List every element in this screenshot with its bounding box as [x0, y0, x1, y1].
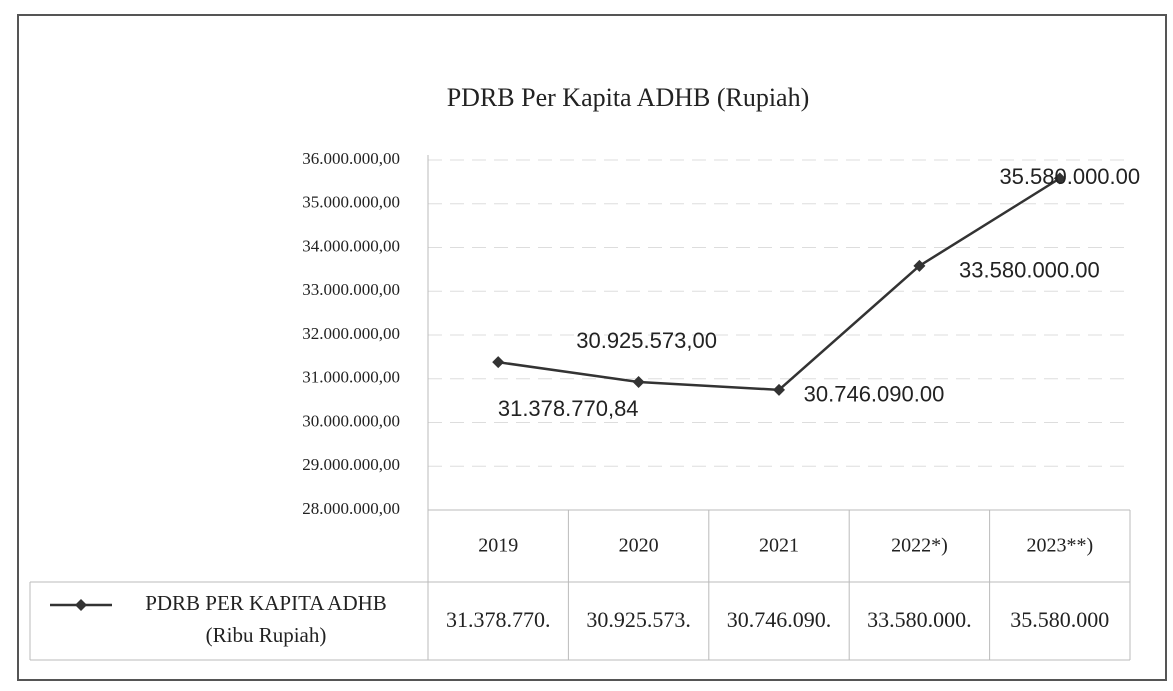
data-label: 30.746.090.00 — [804, 382, 945, 407]
x-tick-label: 2021 — [759, 535, 799, 557]
chart-title: PDRB Per Kapita ADHB (Rupiah) — [447, 83, 810, 112]
data-label: 30.925.573,00 — [576, 328, 717, 353]
data-label: 33.580.000.00 — [959, 258, 1100, 283]
legend-marker — [75, 599, 87, 611]
x-tick-label: 2019 — [478, 535, 518, 557]
y-tick-label: 34.000.000,00 — [302, 236, 400, 255]
y-tick-label: 29.000.000,00 — [302, 455, 400, 474]
y-tick-label: 30.000.000,00 — [302, 411, 400, 430]
point — [913, 259, 926, 272]
y-tick-label: 33.000.000,00 — [302, 280, 400, 299]
point — [632, 376, 645, 389]
legend-entry: PDRB PER KAPITA ADHB (Ribu Rupiah) — [145, 591, 387, 647]
table-value: 35.580.000 — [1010, 607, 1109, 632]
point — [773, 383, 785, 396]
point — [492, 356, 505, 369]
table-value: 30.746.090. — [727, 607, 832, 632]
table-value: 31.378.770. — [446, 607, 551, 632]
frame — [17, 14, 1167, 681]
y-tick-label: 32.000.000,00 — [302, 324, 400, 343]
y-tick-label: 36.000.000,00 — [302, 149, 400, 168]
x-tick-label: 2023**) — [1026, 535, 1093, 557]
y-tick-label: 31.000.000,00 — [302, 368, 400, 387]
x-tick-label: 2020 — [619, 535, 659, 557]
data-label: 31.378.770,84 — [498, 396, 639, 421]
x-tick-label: 2022*) — [891, 535, 948, 557]
table-value: 30.925.573. — [586, 607, 691, 632]
y-tick-label: 28.000.000,00 — [302, 499, 400, 518]
series-line — [498, 177, 1061, 392]
table-value: 33.580.000. — [867, 607, 972, 632]
y-tick-label: 35.000.000,00 — [302, 193, 400, 212]
data-label: 35.580.000.00 — [999, 164, 1140, 189]
point — [1053, 172, 1066, 185]
